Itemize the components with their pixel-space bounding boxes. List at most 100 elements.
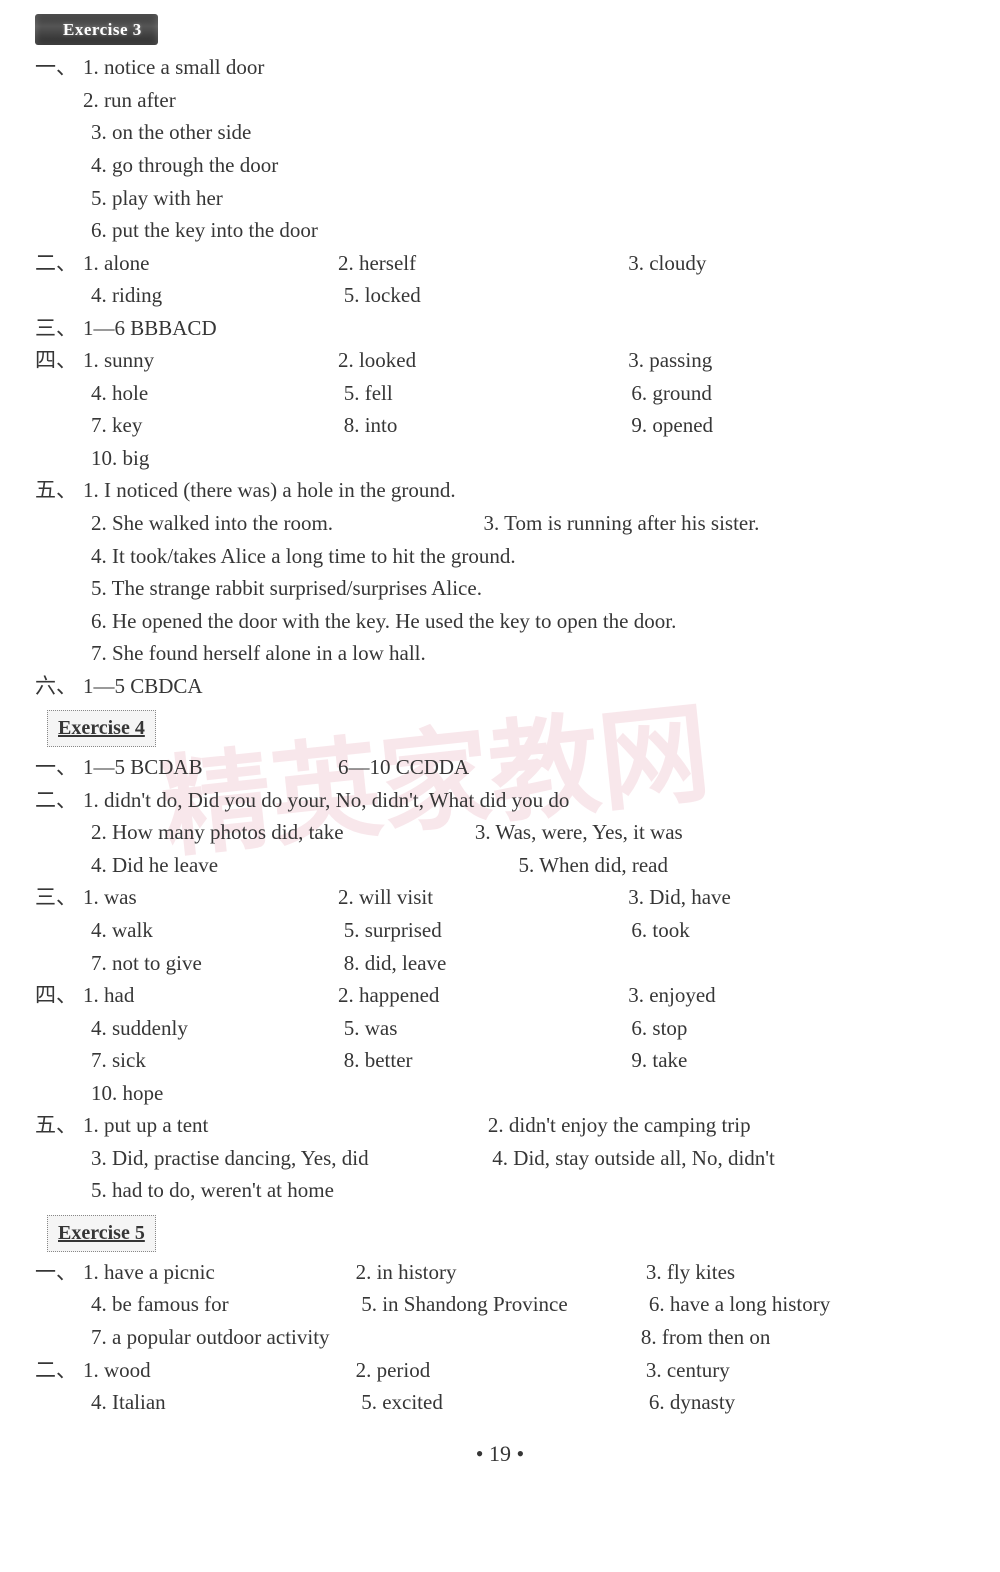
answer-item: 6. He opened the door with the key. He u… — [91, 605, 965, 638]
answer-item: 7. She found herself alone in a low hall… — [91, 637, 965, 670]
ex3-s6: 六、 1—5 CBDCA — [35, 670, 965, 703]
answer-item: 5. was — [344, 1012, 624, 1045]
ex4-s2-l1: 二、 1. didn't do, Did you do your, No, di… — [35, 784, 965, 817]
answer-item: 3. Did, have — [628, 881, 893, 914]
page-number: • 19 • — [35, 1437, 965, 1471]
answer-item: 5. locked — [344, 279, 624, 312]
answer-item: 1. have a picnic — [83, 1256, 348, 1289]
answer-item: 1. was — [83, 881, 330, 914]
answer-item: 2. in history — [356, 1256, 638, 1289]
ex3-s1-r3: 5. play with her 6. put the key into the… — [91, 182, 965, 247]
ex3-s4-r1: 四、 1. sunny 2. looked 3. passing — [35, 344, 965, 377]
answer-item: 2. run after — [83, 84, 524, 117]
answer-item: 5. had to do, weren't at home — [91, 1174, 965, 1207]
ex3-s3-label: 三、 — [35, 312, 83, 345]
ex4-s4-r2: 4. suddenly 5. was 6. stop — [91, 1012, 965, 1045]
ex4-s3-label: 三、 — [35, 881, 83, 914]
answer-item: 1. I noticed (there was) a hole in the g… — [83, 474, 965, 507]
answer-item: 2. period — [356, 1354, 638, 1387]
answer-item: 6. put the key into the door — [91, 214, 528, 247]
content-layer: Exercise 3 一、 1. notice a small door 2. … — [35, 10, 965, 1471]
ex4-s5-label: 五、 — [35, 1109, 83, 1142]
ex4-s3-r2: 4. walk 5. surprised 6. took — [91, 914, 965, 947]
answer-item: 1. alone — [83, 247, 330, 280]
answer-item: 7. not to give — [91, 947, 336, 980]
ex3-s4-r4: 10. big — [91, 442, 965, 475]
answer-item: 3. fly kites — [646, 1256, 911, 1289]
answer-item: 5. The strange rabbit surprised/surprise… — [91, 572, 965, 605]
answer-item: 4. Did, stay outside all, No, didn't — [492, 1142, 775, 1175]
ex4-s2-l3: 4. Did he leave 5. When did, read — [91, 849, 965, 882]
ex3-s4-r3: 7. key 8. into 9. opened — [91, 409, 965, 442]
answer-item: 1. put up a tent — [83, 1109, 480, 1142]
answer-item: 3. passing — [628, 344, 893, 377]
ex4-s3-r3: 7. not to give 8. did, leave — [91, 947, 965, 980]
answer-item: 1. notice a small door — [83, 51, 524, 84]
answer-item: 4. be famous for — [91, 1288, 353, 1321]
answer-item: 3. cloudy — [628, 247, 893, 280]
ex3-s2-label: 二、 — [35, 247, 83, 280]
answer-item: 8. better — [344, 1044, 624, 1077]
answer-item: 8. into — [344, 409, 624, 442]
ex5-s1-label: 一、 — [35, 1256, 83, 1289]
answer-item: 3. enjoyed — [628, 979, 893, 1012]
answer-item: 1. sunny — [83, 344, 330, 377]
answer-item: 5. surprised — [344, 914, 624, 947]
answer-item: 9. opened — [631, 409, 893, 442]
ex5-s1-r2: 4. be famous for 5. in Shandong Province… — [91, 1288, 965, 1321]
ex4-s5-l1: 五、 1. put up a tent 2. didn't enjoy the … — [35, 1109, 965, 1142]
answer-item: 3. Tom is running after his sister. — [484, 507, 760, 540]
answer-item: 1—5 CBDCA — [83, 670, 965, 703]
ex4-s4-r3: 7. sick 8. better 9. take — [91, 1044, 965, 1077]
answer-item: 2. will visit — [338, 881, 620, 914]
ex3-s5-l1: 五、 1. I noticed (there was) a hole in th… — [35, 474, 965, 507]
ex3-s2-r1: 二、 1. alone 2. herself 3. cloudy — [35, 247, 965, 280]
answer-item: 3. Was, were, Yes, it was — [475, 816, 683, 849]
ex5-s2-r2: 4. Italian 5. excited 6. dynasty — [91, 1386, 965, 1419]
answer-item: 2. She walked into the room. — [91, 507, 476, 540]
answer-item: 4. go through the door — [91, 149, 528, 182]
ex4-s4-r1: 四、 1. had 2. happened 3. enjoyed — [35, 979, 965, 1012]
ex3-s6-label: 六、 — [35, 670, 83, 703]
answer-item: 7. sick — [91, 1044, 336, 1077]
answer-item: 1. had — [83, 979, 330, 1012]
answer-item: 6. have a long history — [649, 1288, 946, 1321]
answer-item: 7. key — [91, 409, 336, 442]
answer-item: 7. a popular outdoor activity — [91, 1321, 633, 1354]
answer-item: 5. excited — [361, 1386, 641, 1419]
answer-item: 3. century — [646, 1354, 911, 1387]
ex3-s4-label: 四、 — [35, 344, 83, 377]
answer-item: 4. Did he leave — [91, 849, 511, 882]
ex3-s1-r2: 3. on the other side 4. go through the d… — [91, 116, 965, 181]
ex4-s4-r4: 10. hope — [91, 1077, 965, 1110]
answer-item: 6—10 CCDDA — [338, 751, 469, 784]
ex4-s4-label: 四、 — [35, 979, 83, 1012]
answer-item: 4. riding — [91, 279, 336, 312]
answer-item: 1—5 BCDAB — [83, 751, 330, 784]
ex4-s2-label: 二、 — [35, 784, 83, 817]
ex5-s1-r3: 7. a popular outdoor activity 8. from th… — [91, 1321, 965, 1354]
ex3-s3: 三、 1—6 BBBACD — [35, 312, 965, 345]
answer-item: 2. herself — [338, 247, 620, 280]
answer-item: 2. looked — [338, 344, 620, 377]
answer-item: 4. suddenly — [91, 1012, 336, 1045]
ex3-s2-r2: 4. riding 5. locked — [91, 279, 965, 312]
answer-item: 6. stop — [631, 1012, 893, 1045]
ex4-s1-label: 一、 — [35, 751, 83, 784]
ex5-s2-r1: 二、 1. wood 2. period 3. century — [35, 1354, 965, 1387]
answer-item: 6. dynasty — [649, 1386, 911, 1419]
ex3-s4-r2: 4. hole 5. fell 6. ground — [91, 377, 965, 410]
ex4-s2-l2: 2. How many photos did, take 3. Was, wer… — [91, 816, 965, 849]
answer-item: 4. Italian — [91, 1386, 353, 1419]
answer-item: 5. When did, read — [519, 849, 668, 882]
ex3-s5-l2: 2. She walked into the room. 3. Tom is r… — [91, 507, 965, 540]
exercise5-header: Exercise 5 — [47, 1215, 156, 1252]
exercise4-header: Exercise 4 — [47, 710, 156, 747]
answer-item: 5. in Shandong Province — [361, 1288, 641, 1321]
answer-item: 2. How many photos did, take — [91, 816, 467, 849]
answer-item: 1—6 BBBACD — [83, 312, 965, 345]
answer-item: 6. took — [631, 914, 893, 947]
answer-item: 4. It took/takes Alice a long time to hi… — [91, 540, 965, 573]
ex4-s3-r1: 三、 1. was 2. will visit 3. Did, have — [35, 881, 965, 914]
ex3-s1-r1: 一、 1. notice a small door 2. run after — [35, 51, 965, 116]
